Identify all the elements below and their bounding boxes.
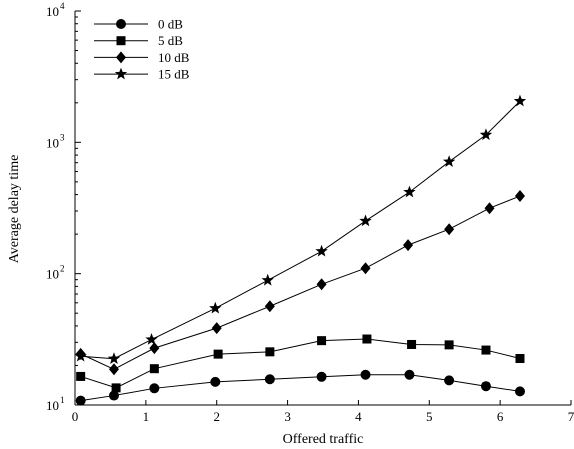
data-point-star [513,94,527,107]
data-point-diamond [360,262,371,275]
data-point-circle [404,369,415,380]
legend-label: 15 dB [158,67,190,82]
data-point-square [213,349,223,359]
data-point-square [317,336,327,346]
series-diamond [75,190,525,376]
data-point-diamond [149,342,160,355]
y-tick-exponent: 1 [60,395,65,405]
y-tick-label: 10 [46,398,59,413]
data-point-diamond [108,363,119,376]
legend-label: 5 dB [158,33,183,48]
series-line [80,374,521,402]
data-point-circle [444,375,455,386]
data-point-circle [108,390,119,401]
data-point-star [479,128,493,141]
data-point-star [359,214,372,227]
y-tick-exponent: 4 [60,1,65,11]
data-point-circle [514,386,525,397]
data-point-circle [264,374,275,385]
data-point-star [107,352,121,365]
data-point-circle [149,383,160,394]
data-point-circle [210,376,221,387]
y-tick-label: 10 [46,4,59,19]
data-point-diamond [211,322,222,335]
data-point-circle [316,371,327,382]
axes [74,11,571,406]
x-axis-ticks: 0 1 2 3 4 5 6 7 [72,400,574,424]
data-point-circle [360,369,371,380]
data-point-star [403,185,416,198]
data-point-diamond [316,278,327,291]
y-axis-label: Average delay time [7,155,22,264]
data-point-diamond [444,223,455,236]
x-axis-label: Offered traffic [283,432,364,447]
y-tick-label: 10 [46,135,59,150]
x-tick-label: 6 [497,409,504,424]
x-tick-label: 7 [568,409,574,424]
data-point-star [315,244,328,257]
data-point-square [481,345,491,355]
x-tick-label: 3 [284,409,291,424]
data-point-diamond [514,190,525,203]
series-star [74,94,527,365]
series-circle [75,369,525,406]
data-point-square [149,364,159,374]
data-point-star [261,273,274,286]
data-point-square [515,353,525,363]
legend: 0 dB5 dB 10 dB 15 dB [94,17,190,82]
legend-item: 5 dB [94,33,183,48]
legend-marker-square [116,36,126,46]
data-point-square [111,383,121,393]
data-point-diamond [264,300,275,313]
legend-marker-circle [116,19,126,29]
data-point-circle [480,381,491,392]
x-tick-label: 0 [72,409,79,424]
x-tick-label: 1 [143,409,150,424]
legend-item: 10 dB [94,50,190,65]
data-point-star [209,301,222,314]
series-line [80,195,521,370]
data-point-square [362,334,372,344]
legend-marker-diamond [116,51,126,64]
data-point-star [145,333,158,345]
series-layer [74,94,527,406]
legend-item: 0 dB [94,17,183,32]
legend-label: 0 dB [158,17,183,32]
series-square [76,334,525,393]
data-point-star [74,349,87,362]
legend-item: 15 dB [94,67,190,82]
x-tick-label: 2 [213,409,220,424]
data-point-square [407,339,417,349]
data-point-diamond [403,239,414,252]
data-point-square [265,347,275,357]
data-point-square [76,371,86,381]
legend-label: 10 dB [158,50,190,65]
data-point-star [442,155,456,167]
y-tick-exponent: 3 [60,132,65,142]
data-point-diamond [484,202,495,215]
data-point-circle [75,395,86,406]
y-tick-label: 10 [46,267,59,282]
x-tick-label: 4 [355,409,362,424]
legend-marker-star [114,67,128,80]
series-line [80,100,521,360]
x-tick-label: 5 [426,409,433,424]
data-point-square [444,340,454,350]
y-tick-exponent: 2 [60,264,65,274]
